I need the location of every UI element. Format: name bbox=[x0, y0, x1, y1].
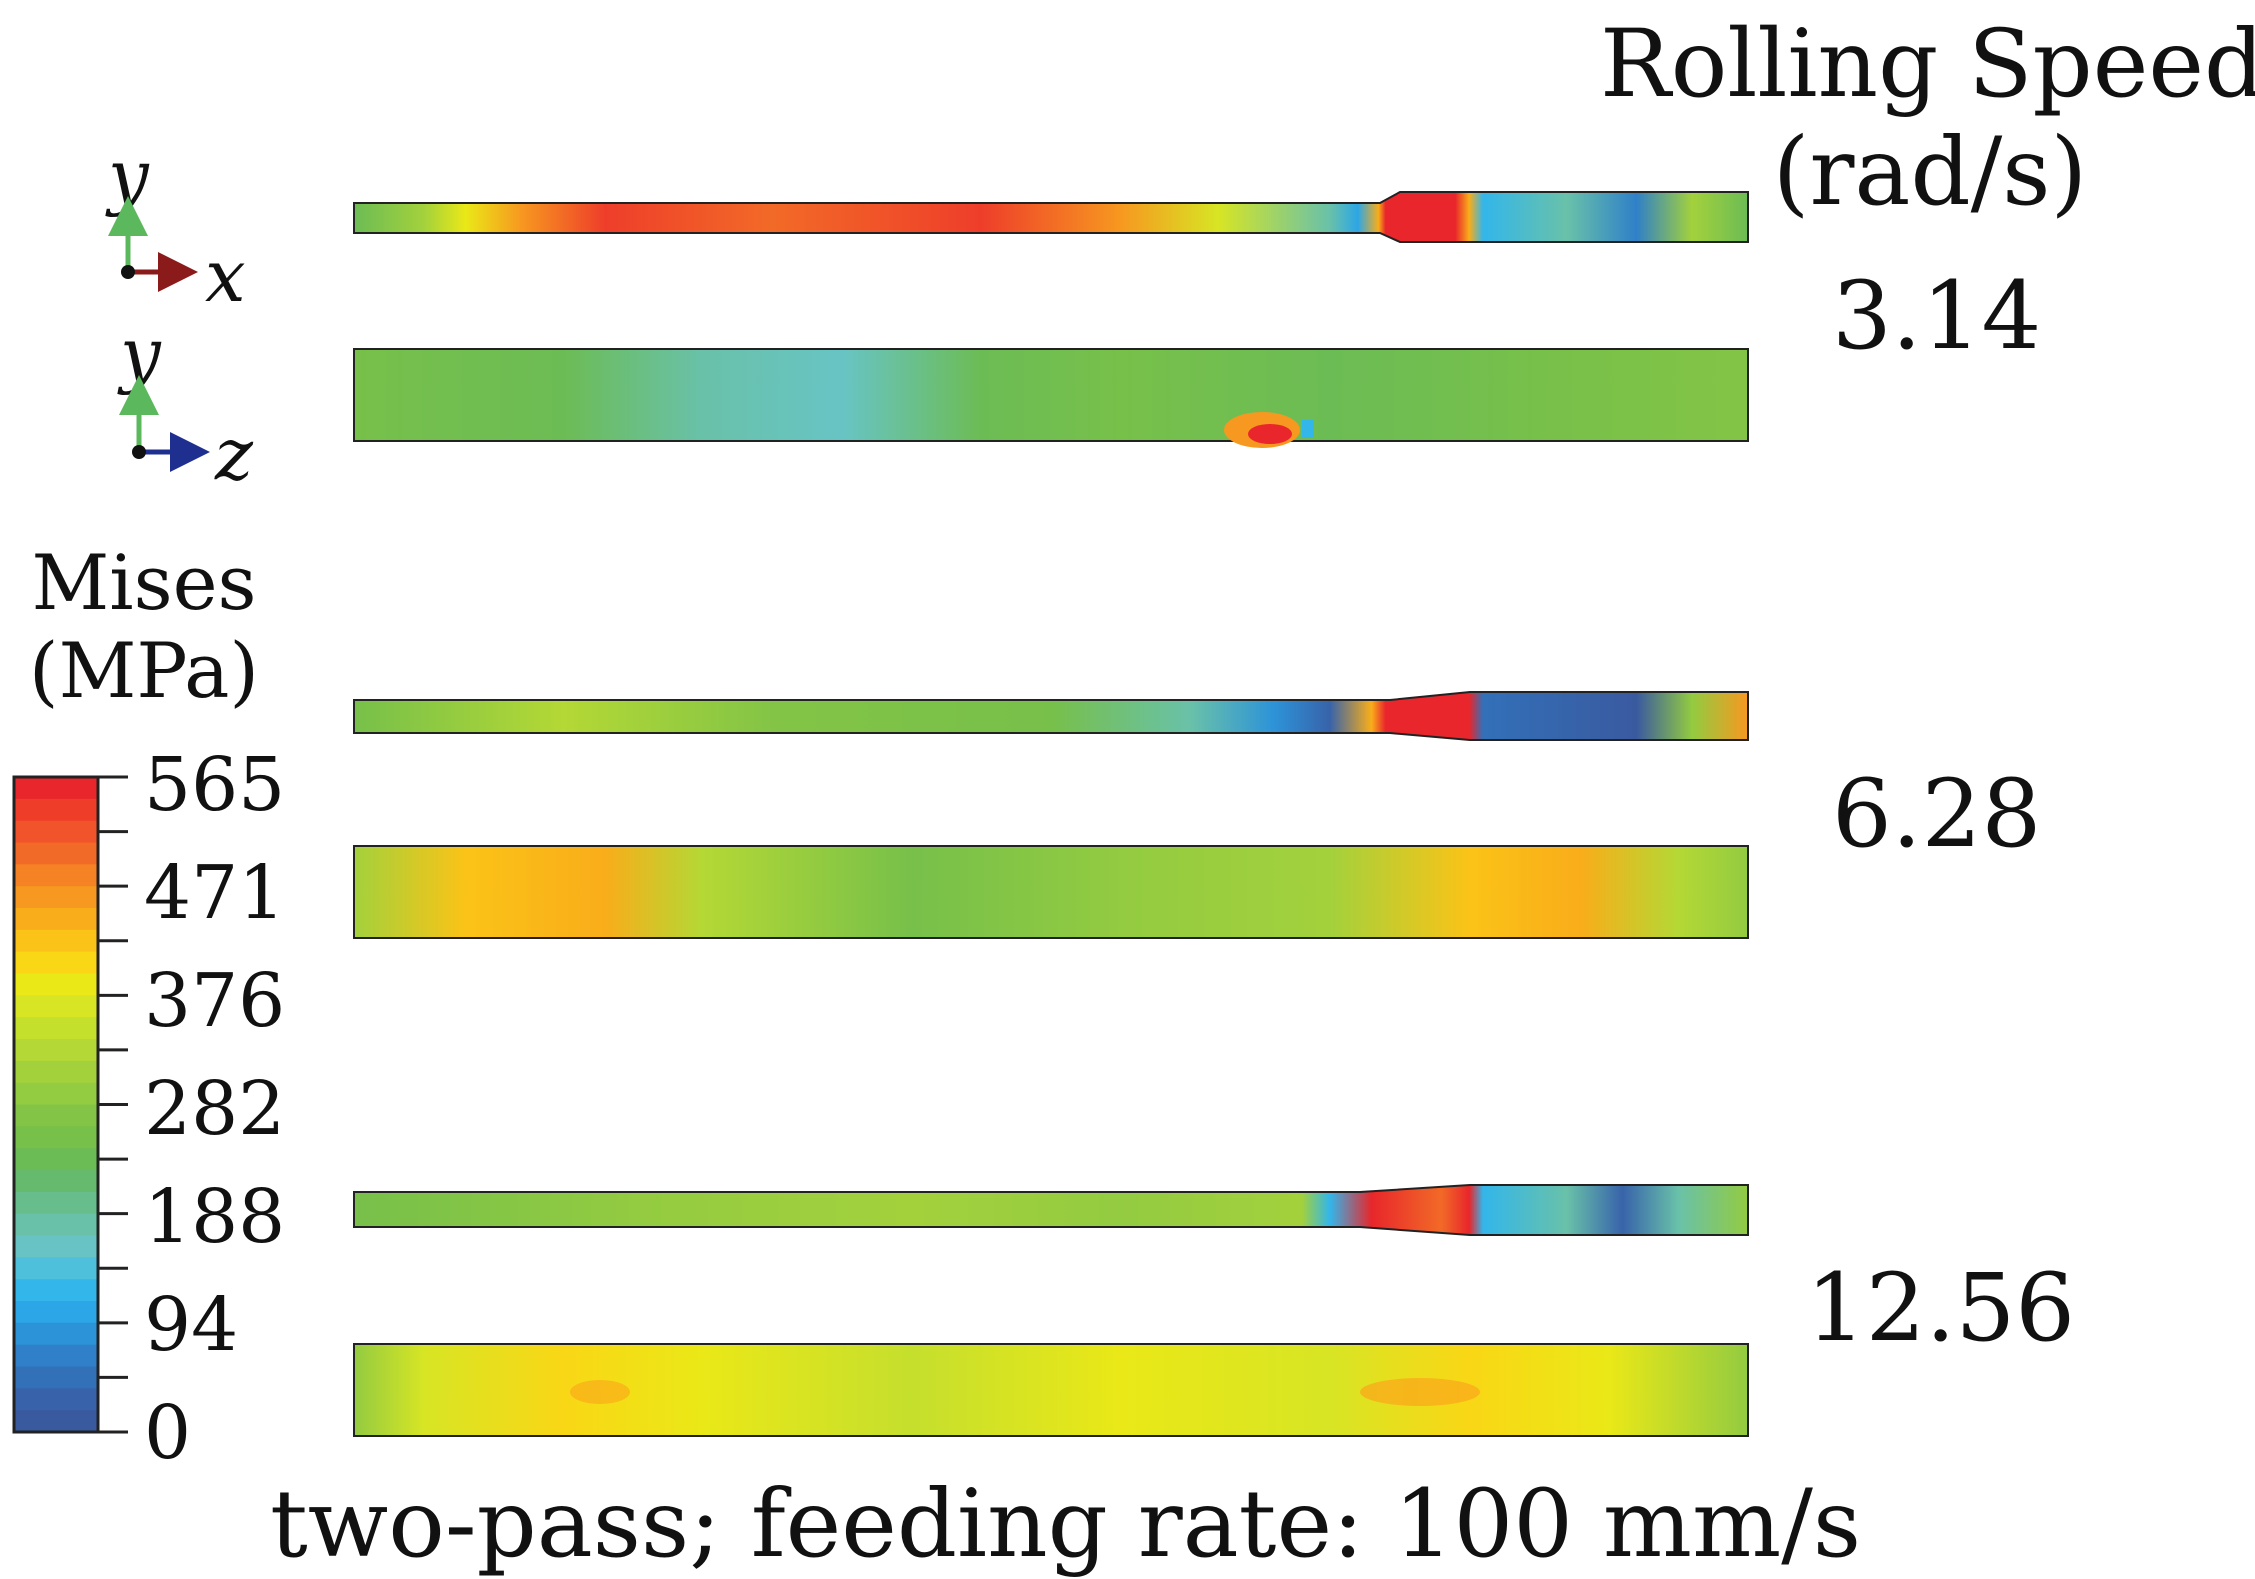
legend-swatch bbox=[14, 908, 98, 931]
legend-swatch bbox=[14, 886, 98, 909]
legend-swatch bbox=[14, 1017, 98, 1040]
legend-swatch bbox=[14, 1257, 98, 1280]
legend-swatch bbox=[14, 1235, 98, 1258]
legend-swatch bbox=[14, 1344, 98, 1367]
legend-tick-94: 94 bbox=[144, 1282, 239, 1368]
legend-swatch bbox=[14, 973, 98, 996]
legend-swatch bbox=[14, 1279, 98, 1302]
legend-title-line1: Mises bbox=[31, 538, 257, 627]
strip-6-28-yz bbox=[353, 845, 1749, 939]
legend-swatch bbox=[14, 1148, 98, 1171]
legend-tick-marks bbox=[98, 775, 128, 1434]
strip-6-28-xy bbox=[353, 691, 1749, 741]
triad-1 bbox=[108, 196, 198, 292]
legend-swatch bbox=[14, 864, 98, 887]
triad-1-origin bbox=[121, 265, 135, 279]
legend-title: Mises (MPa) bbox=[14, 545, 274, 709]
legend-swatch bbox=[14, 1170, 98, 1193]
rolling-speed-title: Rolling Speed (rad/s) bbox=[1600, 18, 2255, 220]
legend-swatch bbox=[14, 1082, 98, 1105]
figure-caption: two-pass; feeding rate: 100 mm/s bbox=[270, 1470, 1862, 1579]
legend-swatch bbox=[14, 798, 98, 822]
legend-swatch bbox=[14, 1060, 98, 1084]
triad-2-z-label: z bbox=[215, 412, 253, 496]
legend-swatch bbox=[14, 1104, 98, 1127]
legend-swatch bbox=[14, 1191, 98, 1215]
legend-swatch bbox=[14, 929, 98, 953]
legend-swatch bbox=[14, 842, 98, 865]
strip-3-14-yz bbox=[353, 348, 1749, 448]
legend-swatch bbox=[14, 1039, 98, 1062]
speed-value-3-14: 3.14 bbox=[1832, 262, 2042, 371]
strip-3-14-xy bbox=[353, 191, 1749, 243]
legend-title-line2: (MPa) bbox=[28, 626, 260, 715]
legend-tick-188: 188 bbox=[144, 1174, 286, 1260]
strip-12-56-yz bbox=[353, 1343, 1749, 1437]
speed-value-6-28: 6.28 bbox=[1832, 760, 2042, 869]
legend-tick-565: 565 bbox=[144, 742, 286, 828]
legend-swatch bbox=[14, 995, 98, 1018]
speed-value-12-56: 12.56 bbox=[1806, 1254, 2076, 1363]
legend-swatch bbox=[14, 820, 98, 843]
legend-tick-282: 282 bbox=[144, 1066, 286, 1152]
legend-color-bar bbox=[12, 775, 100, 1434]
triad-2-origin bbox=[132, 445, 146, 459]
triad-2 bbox=[119, 375, 210, 472]
legend-swatch bbox=[14, 1388, 98, 1411]
triad-1-x-label: x bbox=[205, 234, 246, 318]
rolling-speed-title-line2: (rad/s) bbox=[1772, 118, 2088, 227]
legend-tick-376: 376 bbox=[144, 958, 286, 1044]
legend-swatch bbox=[14, 777, 98, 800]
legend-swatch bbox=[14, 1213, 98, 1236]
legend-swatch bbox=[14, 1410, 98, 1433]
legend-tick-471: 471 bbox=[144, 850, 286, 936]
legend-tick-0: 0 bbox=[144, 1390, 192, 1476]
legend-swatch bbox=[14, 1126, 98, 1149]
legend-swatch bbox=[14, 1322, 98, 1346]
legend-swatch bbox=[14, 1366, 98, 1389]
strip-12-56-xy bbox=[353, 1184, 1749, 1236]
legend-swatch bbox=[14, 951, 98, 974]
legend-swatch bbox=[14, 1301, 98, 1324]
rolling-speed-title-line1: Rolling Speed bbox=[1600, 10, 2255, 119]
